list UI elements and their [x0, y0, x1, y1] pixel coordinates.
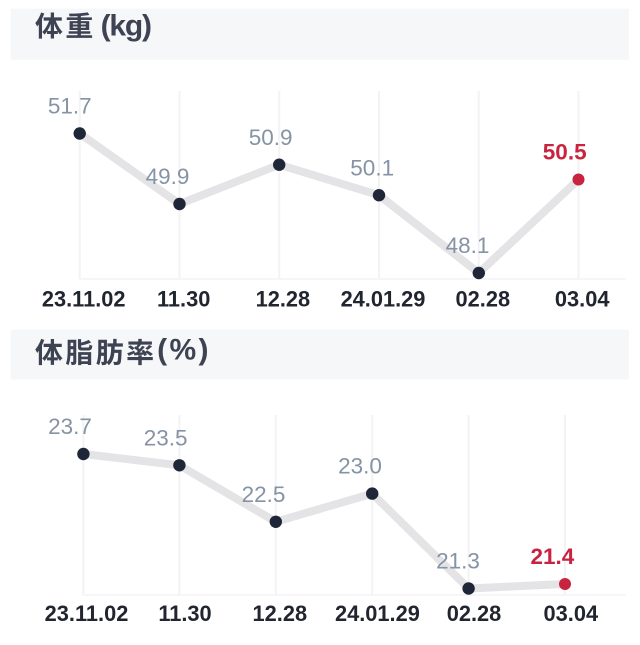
svg-text:23.5: 23.5 [144, 425, 188, 450]
svg-text:03.04: 03.04 [555, 287, 610, 312]
svg-text:23.11.02: 23.11.02 [42, 287, 126, 312]
svg-text:51.7: 51.7 [48, 94, 92, 119]
svg-text:(kg): (kg) [101, 10, 151, 43]
svg-text:48.1: 48.1 [446, 233, 490, 258]
svg-text:50.9: 50.9 [249, 125, 293, 150]
svg-text:50.1: 50.1 [350, 155, 394, 180]
svg-text:11.30: 11.30 [158, 601, 211, 626]
svg-text:21.3: 21.3 [436, 549, 480, 574]
svg-text:23.7: 23.7 [48, 414, 92, 439]
svg-text:02.28: 02.28 [456, 287, 511, 312]
svg-text:02.28: 02.28 [447, 601, 502, 626]
svg-text:23.0: 23.0 [338, 454, 382, 479]
svg-text:03.04: 03.04 [544, 601, 599, 626]
svg-text:12.28: 12.28 [256, 287, 311, 312]
svg-text:49.9: 49.9 [146, 164, 190, 189]
svg-text:21.4: 21.4 [531, 544, 575, 569]
svg-text:11.30: 11.30 [157, 287, 210, 312]
svg-text:(%): (%) [157, 334, 211, 367]
svg-text:22.5: 22.5 [242, 482, 286, 507]
svg-text:23.11.02: 23.11.02 [45, 601, 129, 626]
svg-text:24.01.29: 24.01.29 [341, 287, 426, 312]
svg-text:50.5: 50.5 [543, 140, 587, 165]
svg-text:12.28: 12.28 [253, 601, 308, 626]
svg-text:24.01.29: 24.01.29 [335, 601, 420, 626]
